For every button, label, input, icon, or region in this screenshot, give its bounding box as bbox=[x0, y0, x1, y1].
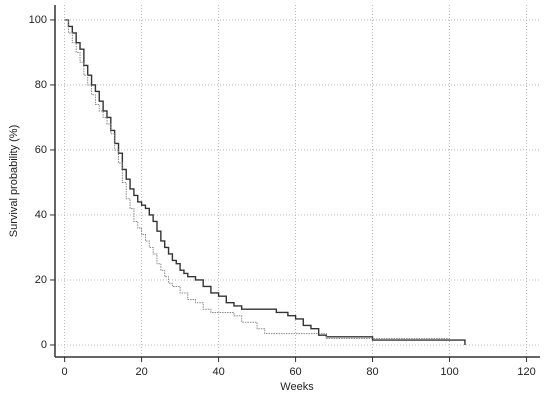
x-tick-label: 120 bbox=[517, 366, 535, 378]
y-tick-label: 100 bbox=[29, 14, 47, 26]
y-tick-label: 20 bbox=[35, 274, 47, 286]
y-tick-label: 60 bbox=[35, 144, 47, 156]
x-tick-label: 0 bbox=[62, 366, 68, 378]
survival-curve bbox=[64, 19, 450, 339]
x-tick-label: 100 bbox=[440, 366, 458, 378]
y-tick-label: 40 bbox=[35, 209, 47, 221]
x-tick-label: 80 bbox=[366, 366, 378, 378]
x-tick-label: 20 bbox=[135, 366, 147, 378]
y-tick-label: 0 bbox=[41, 339, 47, 351]
x-tick-label: 60 bbox=[289, 366, 301, 378]
x-axis-label: Weeks bbox=[280, 381, 314, 393]
x-tick-label: 40 bbox=[212, 366, 224, 378]
survival-curve bbox=[64, 19, 466, 345]
y-tick-label: 80 bbox=[35, 79, 47, 91]
y-axis-label: Survival probability (%) bbox=[8, 125, 20, 237]
